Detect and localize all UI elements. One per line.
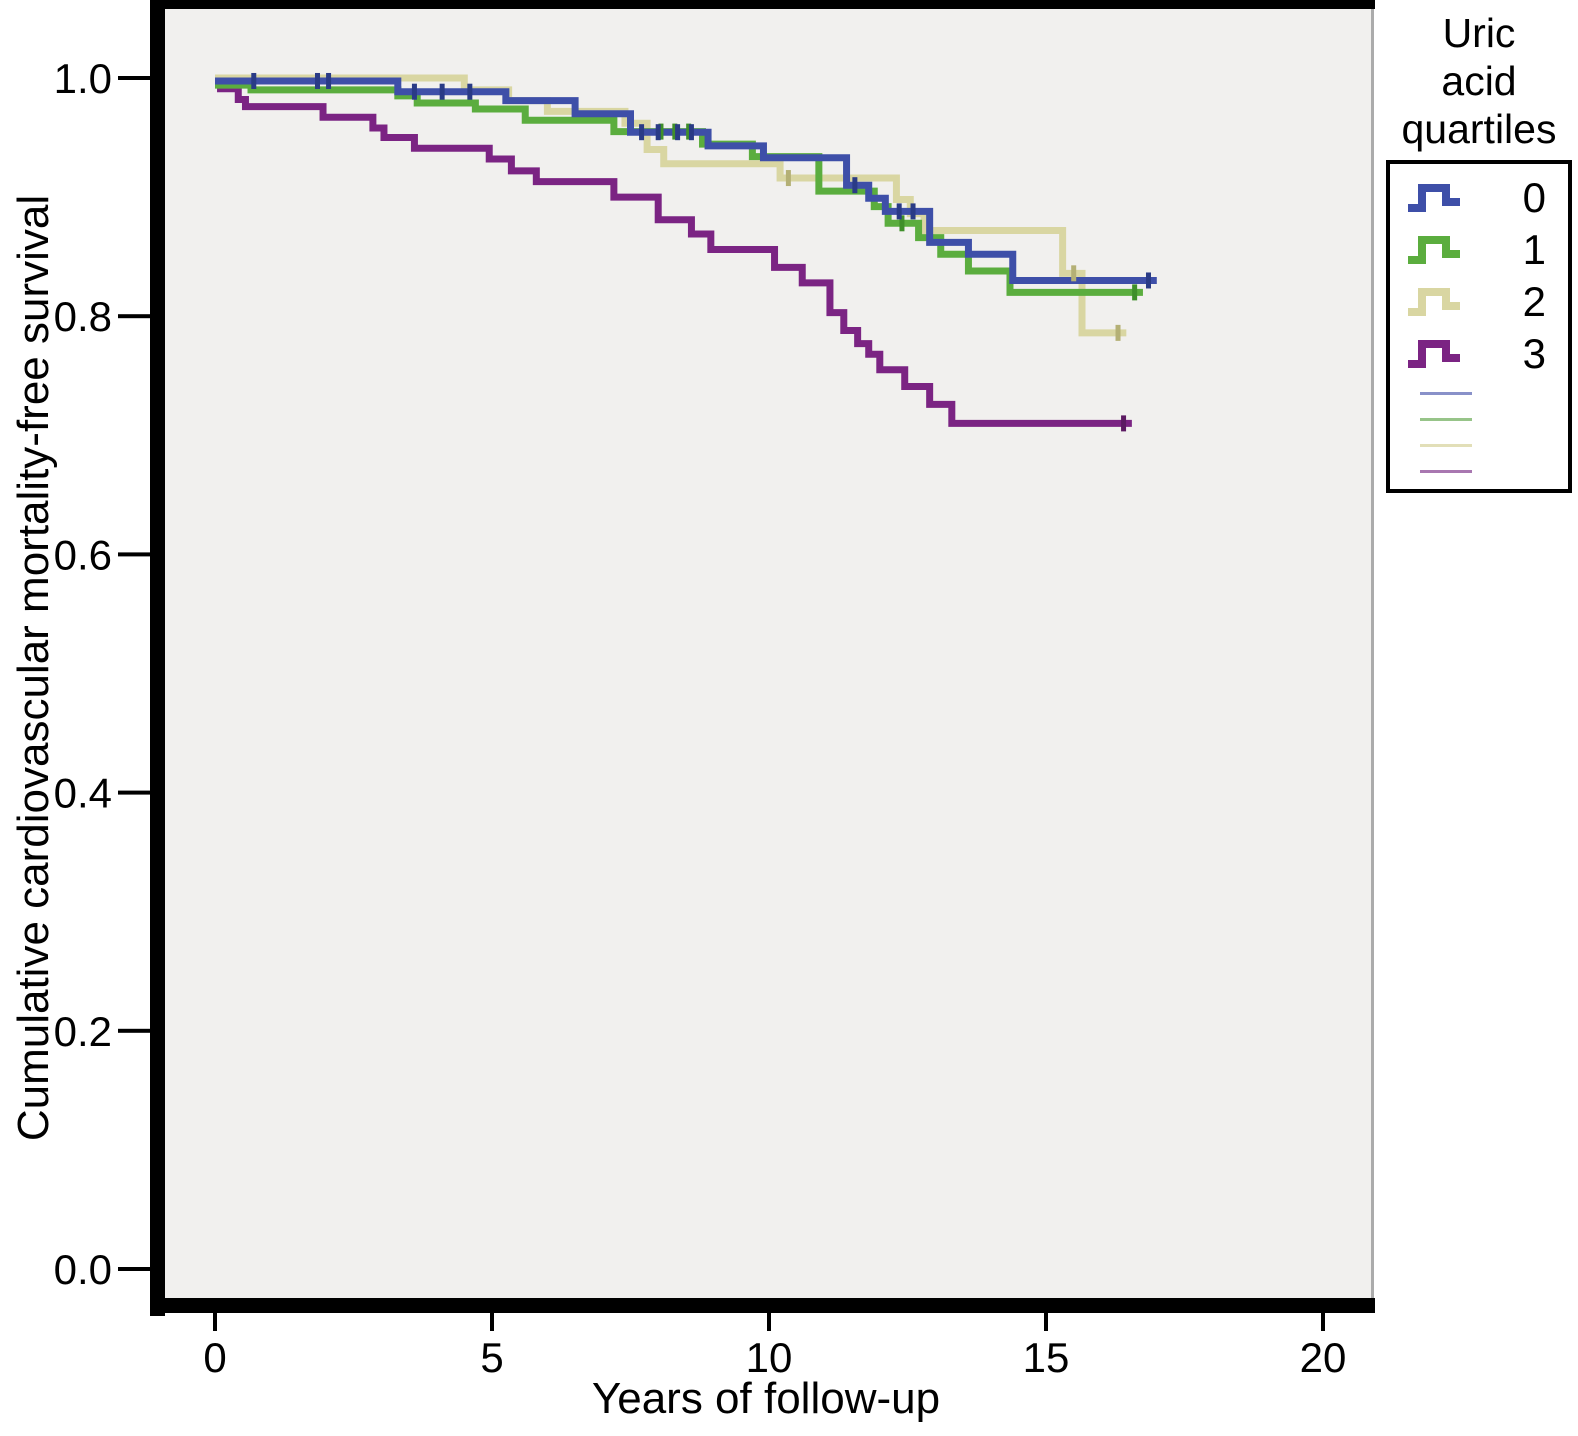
legend-thin-line-swatch: [1420, 469, 1472, 473]
censor-mark-quartile-0: [326, 72, 332, 89]
y-axis-tick: [118, 552, 150, 557]
censor-mark-quartile-1: [686, 123, 692, 140]
x-tick-label: 15: [1023, 1334, 1070, 1381]
legend-box: 0 1 2 3: [1386, 160, 1572, 493]
legend-step-swatch-icon: [1408, 288, 1460, 316]
legend-swatch-line: [1408, 236, 1460, 264]
x-tick-label: 0: [203, 1334, 226, 1381]
x-axis-line: [150, 1298, 1375, 1313]
y-axis-title: Cumulative cardiovascular mortality-free…: [9, 194, 58, 1142]
y-tick-label: 0.6: [54, 531, 112, 578]
y-tick-label: 0.4: [54, 770, 112, 817]
legend-censored-line-quartile-2: [1390, 432, 1568, 458]
y-tick-label: 1.0: [54, 55, 112, 102]
censor-mark-quartile-3: [1121, 415, 1127, 432]
censor-mark-quartile-2: [1115, 324, 1121, 341]
x-axis-title: Years of follow-up: [591, 1374, 941, 1423]
censor-mark-quartile-1: [658, 123, 664, 140]
x-axis-tick: [1321, 1313, 1325, 1331]
x-tick-label: 5: [480, 1334, 503, 1381]
survival-curve-quartile-3: [215, 74, 1132, 427]
censor-mark-quartile-0: [852, 177, 858, 194]
y-axis-tick: [118, 314, 150, 319]
x-tick-label: 10: [746, 1334, 793, 1381]
y-tick-label: 0.8: [54, 293, 112, 340]
legend-item-label: 2: [1522, 278, 1546, 325]
legend-censored-line-quartile-1: [1390, 406, 1568, 432]
censor-mark-quartile-0: [655, 124, 661, 141]
legend-step-swatch-icon: [1408, 340, 1460, 368]
censor-mark-quartile-0: [251, 72, 257, 89]
legend-item-quartile-3: 3: [1390, 328, 1568, 380]
censor-mark-quartile-1: [1132, 284, 1138, 301]
legend-censored-line-quartile-3: [1390, 458, 1568, 484]
plot-right-border: [1371, 8, 1374, 1298]
censor-mark-quartile-0: [896, 203, 902, 220]
y-tick-label: 0.0: [54, 1246, 112, 1293]
censor-mark-quartile-0: [439, 83, 445, 100]
legend-step-swatch-icon: [1408, 236, 1460, 264]
legend-item-quartile-2: 2: [1390, 276, 1568, 328]
y-axis-tick: [118, 1267, 150, 1271]
y-axis-tick: [118, 1028, 150, 1033]
survival-curve-quartile-1: [215, 81, 1143, 296]
plot-top-border: [150, 0, 1375, 9]
legend-thin-line-swatch: [1420, 391, 1472, 395]
y-axis-tick: [118, 76, 150, 80]
survival-curve-quartile-0: [215, 77, 1157, 284]
censor-mark-quartile-0: [675, 124, 681, 141]
censor-mark-quartile-0: [314, 72, 320, 89]
x-axis-tick: [1044, 1313, 1048, 1331]
legend-title: Uric acid quartiles: [1401, 10, 1557, 152]
legend-item-label: 0: [1522, 174, 1546, 221]
censor-mark-quartile-0: [411, 83, 417, 100]
censor-mark-quartile-0: [639, 124, 645, 141]
censor-mark-quartile-0: [1145, 272, 1151, 289]
legend-swatch-line: [1408, 184, 1460, 212]
censor-mark-quartile-0: [910, 203, 916, 220]
legend-swatch-line: [1408, 288, 1460, 316]
legend-thin-line-swatch: [1420, 417, 1472, 421]
y-axis-line: [150, 0, 165, 1316]
legend-swatch-line: [1408, 340, 1460, 368]
legend-step-swatch-icon: [1408, 184, 1460, 212]
x-axis-tick: [490, 1313, 494, 1331]
legend-item-label: 1: [1522, 226, 1546, 273]
y-axis-tick: [118, 790, 150, 795]
legend-item-label: 3: [1522, 330, 1546, 377]
censor-mark-quartile-1: [672, 123, 678, 140]
x-axis-tick: [767, 1313, 771, 1331]
legend-censored-line-quartile-0: [1390, 380, 1568, 406]
censor-mark-quartile-1: [899, 215, 905, 232]
legend-item-quartile-1: 1: [1390, 224, 1568, 276]
y-tick-label: 0.2: [54, 1008, 112, 1055]
legend-thin-line-swatch: [1420, 443, 1472, 447]
x-tick-label: 20: [1300, 1334, 1347, 1381]
censor-mark-quartile-2: [1071, 265, 1077, 282]
censor-mark-quartile-0: [688, 124, 694, 141]
legend-item-quartile-0: 0: [1390, 172, 1568, 224]
censor-mark-quartile-0: [467, 83, 473, 100]
censor-mark-quartile-2: [785, 170, 791, 187]
x-axis-tick: [213, 1313, 217, 1331]
plot-background: [164, 8, 1372, 1298]
